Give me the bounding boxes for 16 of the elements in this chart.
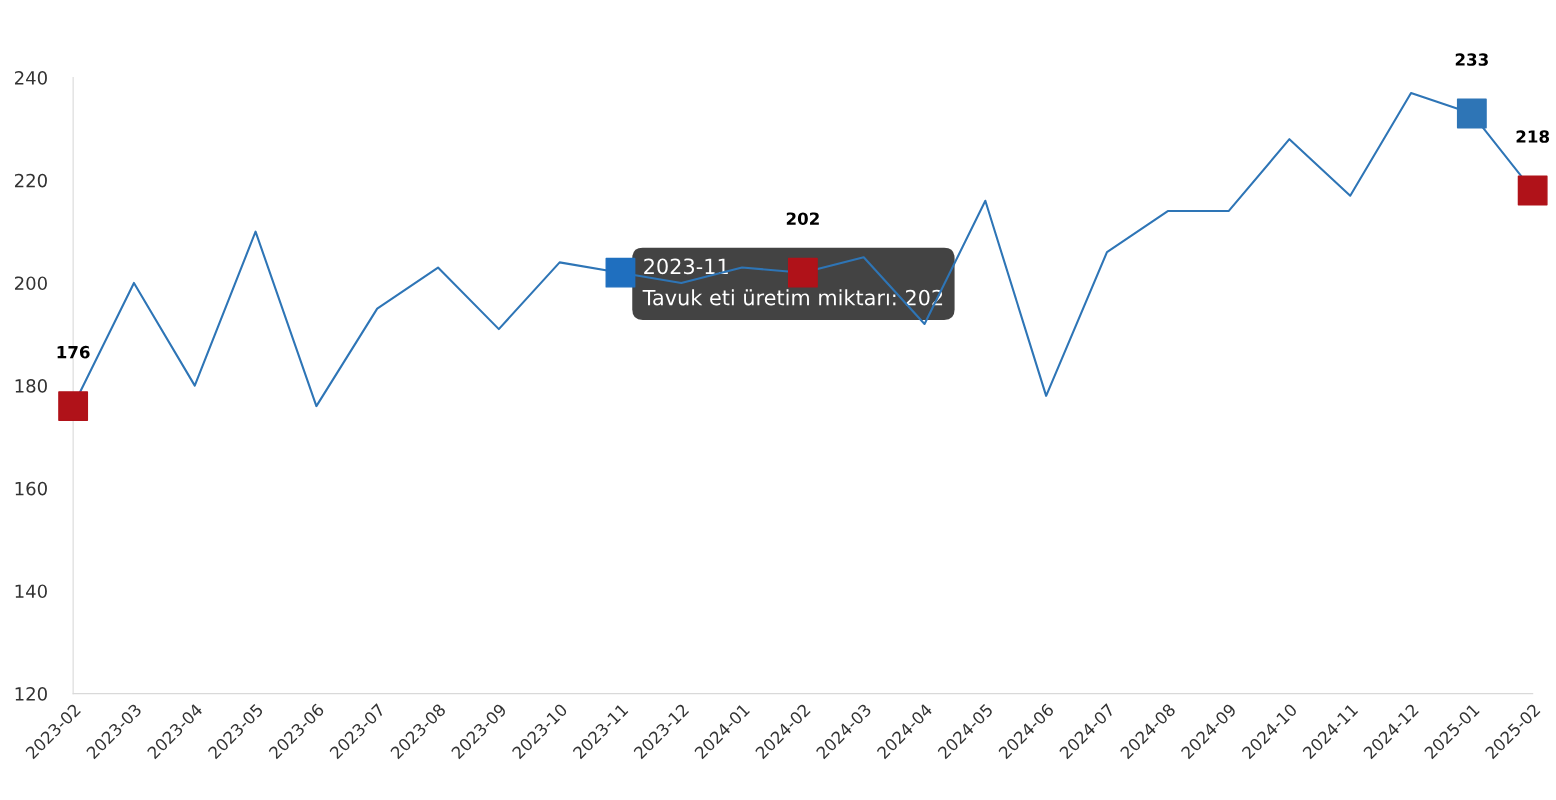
data-label: 218 (1516, 130, 1550, 143)
point (787, 257, 818, 288)
point (58, 391, 89, 422)
point (605, 257, 636, 288)
data-label: 176 (57, 345, 90, 359)
point (1517, 175, 1548, 206)
data-label: 202 (786, 212, 819, 225)
y-tick-label: 240 (14, 71, 47, 85)
y-tick-label: 160 (15, 481, 47, 496)
y-tick-label: 220 (14, 173, 47, 188)
point (1456, 98, 1487, 129)
y-tick-label: 180 (15, 379, 47, 393)
y-tick-label: 140 (15, 584, 47, 599)
y-tick-label: 200 (14, 276, 47, 291)
y-tick-label: 120 (15, 687, 47, 701)
data-label: 233 (1455, 53, 1488, 66)
